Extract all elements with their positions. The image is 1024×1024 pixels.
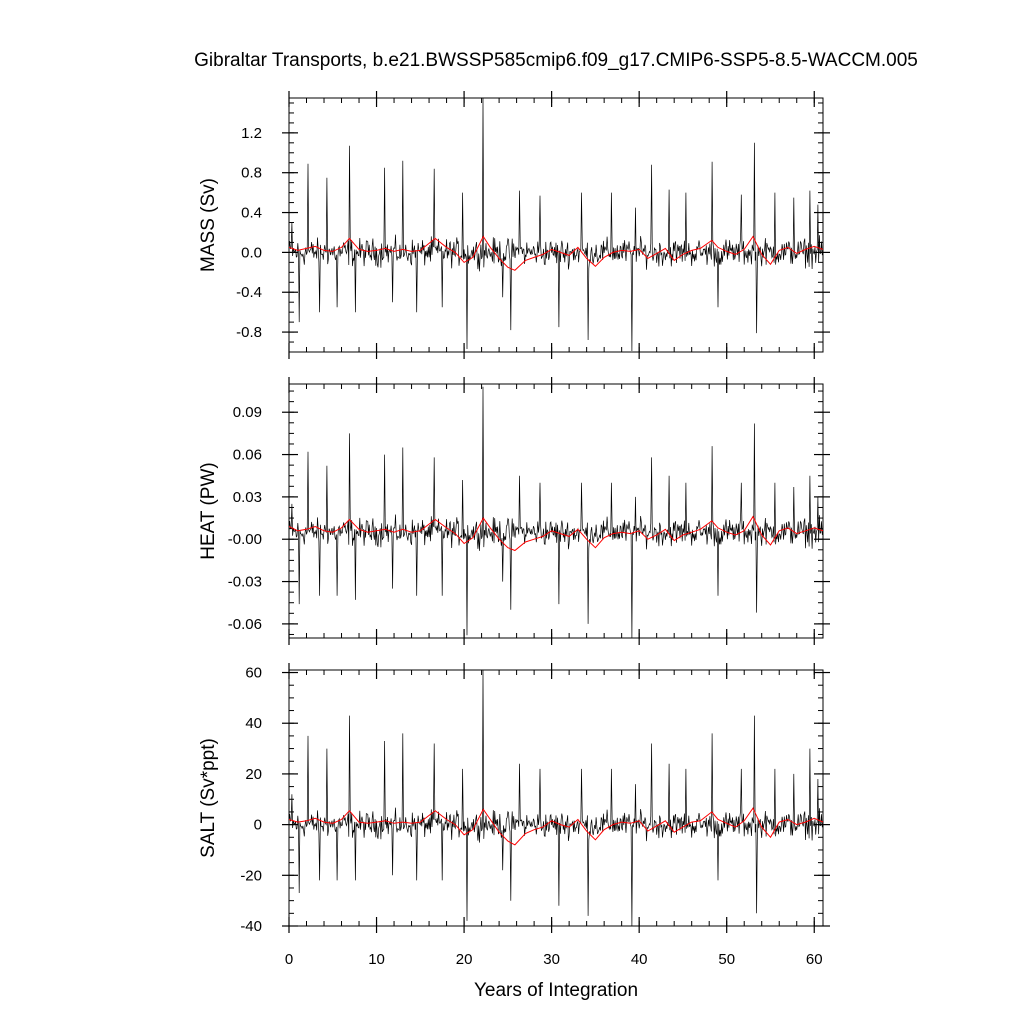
y-tick-label: -0.4 (236, 284, 262, 301)
x-axis-label: Years of Integration (474, 980, 638, 1001)
y-tick-label: -0.00 (228, 531, 262, 548)
series-monthly-line (289, 98, 823, 352)
y-tick-label: 0.4 (241, 205, 262, 222)
plot-frame (288, 97, 824, 353)
y-tick-label: 1.2 (241, 125, 262, 142)
x-tick-label: 30 (543, 951, 560, 968)
x-tick-label: 60 (806, 951, 823, 968)
series-smoothed-line (289, 807, 823, 846)
y-tick-label: 0.0 (241, 244, 262, 261)
series-smoothed-line (289, 515, 823, 552)
y-axis-label: HEAT (PW) (198, 462, 219, 559)
y-tick-label: 0.06 (233, 447, 262, 464)
y-tick-label: 60 (245, 665, 262, 682)
y-tick-label: -20 (240, 867, 262, 884)
y-tick-label: 0.8 (241, 165, 262, 182)
y-tick-label: -40 (240, 918, 262, 935)
plot-frame (288, 669, 824, 927)
y-axis-label: SALT (Sv*ppt) (198, 738, 219, 858)
y-tick-label: -0.8 (236, 324, 262, 341)
plot-frame (288, 383, 824, 639)
y-axis-label: MASS (Sv) (198, 178, 219, 272)
x-tick-label: 40 (631, 951, 648, 968)
x-tick-label: 20 (456, 951, 473, 968)
chart-title: Gibraltar Transports, b.e21.BWSSP585cmip… (194, 50, 918, 71)
x-tick-label: 10 (368, 951, 385, 968)
x-tick-label: 0 (285, 951, 293, 968)
y-tick-label: -0.03 (228, 574, 262, 591)
y-tick-label: -0.06 (228, 616, 262, 633)
y-tick-label: 0.09 (233, 404, 262, 421)
series-monthly-line (289, 670, 823, 926)
y-tick-label: 20 (245, 766, 262, 783)
y-tick-label: 40 (245, 715, 262, 732)
panel-salt: -40 -20 0 20 40 60 SALT (Sv*ppt) 0 10 20 30 40 50 60 (198, 663, 830, 968)
y-tick-label: 0 (254, 817, 262, 834)
series-smoothed-line (289, 235, 823, 271)
y-tick-label: 0.03 (233, 489, 262, 506)
series-monthly-line (289, 386, 823, 638)
panel-mass: -0.8 -0.4 0.0 0.4 0.8 1.2 MASS (Sv) (198, 91, 830, 359)
panel-heat: -0.06 -0.03 -0.00 0.03 0.06 0.09 HEAT (PW) (198, 377, 830, 645)
x-tick-label: 50 (718, 951, 735, 968)
